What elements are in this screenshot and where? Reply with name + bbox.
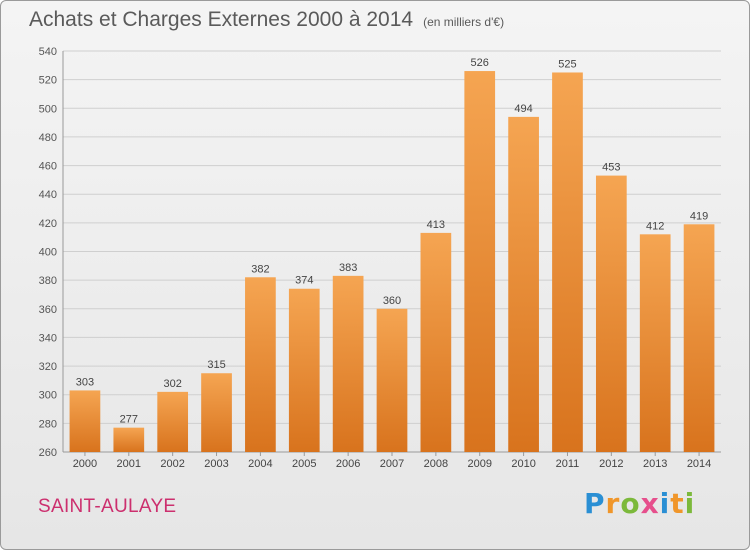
- y-tick-label: 480: [39, 132, 57, 144]
- y-axis-ticks: 260 280 300 320 340 360 380 400 420 440 460 480 500 5…: [39, 46, 57, 459]
- data-label-2002: 302: [163, 378, 181, 390]
- x-tick-label: 2011: [556, 458, 580, 470]
- y-tick-label: 420: [39, 218, 57, 230]
- x-tick-label: 2007: [380, 458, 404, 470]
- bar-2001: [113, 427, 145, 452]
- data-label-2013: 412: [646, 220, 664, 232]
- bar-2013: [639, 234, 671, 452]
- y-tick-label: 360: [39, 304, 57, 316]
- bar-2011: [552, 72, 583, 452]
- bar-2002: [157, 391, 189, 452]
- data-label-2014: 419: [690, 210, 708, 222]
- proxiti-logo: Proxiti: [584, 487, 695, 520]
- data-label-2011: 525: [558, 58, 576, 70]
- title-text: Achats et Charges Externes 2000 à 2014: [29, 8, 414, 31]
- data-label-2008: 413: [427, 219, 445, 231]
- y-tick-label: 440: [39, 189, 57, 201]
- x-tick-label: 2010: [511, 458, 535, 470]
- bar-2004: [245, 277, 276, 452]
- y-tick-label: 520: [39, 75, 57, 87]
- bar-2003: [201, 373, 232, 452]
- data-label-2006: 383: [339, 262, 357, 274]
- x-tick-label: 2012: [599, 458, 623, 470]
- bar-2012: [595, 175, 627, 452]
- bar-2006: [332, 275, 364, 452]
- bar-2014: [683, 224, 715, 452]
- bar-2010: [508, 116, 539, 452]
- logo-letter: x: [640, 487, 660, 520]
- x-tick-label: 2005: [292, 458, 316, 470]
- data-label-2000: 303: [76, 376, 94, 388]
- unit-label: (en milliers d'€): [423, 15, 505, 29]
- y-tick-label: 260: [39, 447, 57, 459]
- y-tick-label: 540: [39, 46, 57, 58]
- data-label-2001: 277: [120, 414, 138, 426]
- y-tick-label: 340: [39, 332, 57, 344]
- y-tick-label: 400: [39, 247, 57, 259]
- x-axis-ticks: 2000 2001 2002 2003 2004 2005 2006 2007 2008 2009…: [73, 452, 711, 470]
- data-label-2010: 494: [514, 103, 532, 115]
- data-label-2005: 374: [295, 275, 313, 287]
- logo-letter: o: [620, 487, 641, 520]
- y-tick-label: 280: [39, 418, 57, 430]
- data-label-2009: 526: [471, 57, 489, 69]
- y-tick-label: 380: [39, 275, 57, 287]
- data-labels: 303 277 302 315 382 374 383 360 413 526 494 525 453 4…: [76, 57, 708, 426]
- data-label-2003: 315: [207, 359, 225, 371]
- bar-2000: [69, 390, 101, 452]
- bar-2009: [464, 71, 496, 453]
- chart-title: Achats et Charges Externes 2000 à 2014 (e…: [29, 8, 504, 32]
- logo-letter: i: [659, 487, 671, 520]
- y-tick-label: 500: [39, 103, 57, 115]
- y-tick-label: 460: [39, 161, 57, 173]
- bars: [69, 71, 715, 453]
- data-label-2004: 382: [251, 263, 269, 275]
- y-tick-label: 320: [39, 361, 57, 373]
- commune-name: SAINT-AULAYE: [38, 496, 177, 517]
- x-tick-label: 2004: [248, 458, 272, 470]
- y-tick-label: 300: [39, 390, 57, 402]
- x-tick-label: 2001: [117, 458, 141, 470]
- x-tick-label: 2002: [160, 458, 184, 470]
- logo-letter: i: [684, 487, 696, 520]
- bar-2005: [288, 288, 320, 452]
- logo-letter: r: [605, 487, 621, 520]
- x-tick-label: 2006: [336, 458, 360, 470]
- x-tick-label: 2000: [73, 458, 97, 470]
- logo-letter: P: [584, 487, 606, 520]
- x-tick-label: 2014: [687, 458, 711, 470]
- x-tick-label: 2013: [643, 458, 667, 470]
- bar-2008: [420, 232, 452, 452]
- data-label-2007: 360: [383, 295, 401, 307]
- x-tick-label: 2003: [204, 458, 228, 470]
- x-tick-label: 2009: [467, 458, 491, 470]
- bar-2007: [376, 308, 408, 452]
- x-tick-label: 2008: [424, 458, 448, 470]
- data-label-2012: 453: [602, 162, 620, 174]
- logo-letter: t: [670, 487, 685, 520]
